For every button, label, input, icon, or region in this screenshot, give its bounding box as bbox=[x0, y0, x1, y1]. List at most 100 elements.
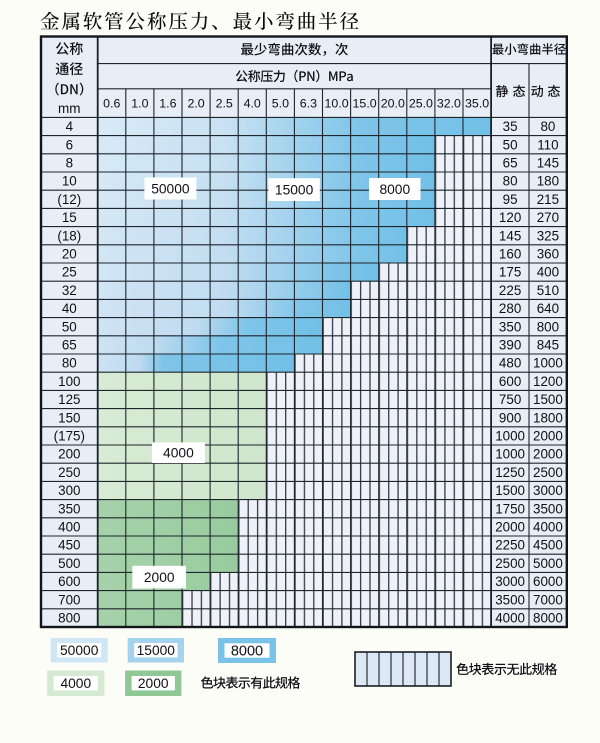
svg-text:20: 20 bbox=[62, 247, 77, 262]
svg-text:325: 325 bbox=[537, 228, 559, 243]
svg-text:4000: 4000 bbox=[60, 676, 91, 691]
svg-text:5000: 5000 bbox=[533, 556, 563, 571]
svg-text:2.5: 2.5 bbox=[216, 97, 233, 111]
svg-text:800: 800 bbox=[58, 611, 80, 626]
svg-text:480: 480 bbox=[499, 356, 521, 371]
svg-text:2000: 2000 bbox=[144, 570, 175, 585]
svg-text:2000: 2000 bbox=[138, 676, 169, 691]
svg-text:4.0: 4.0 bbox=[244, 97, 261, 111]
svg-text:1500: 1500 bbox=[533, 392, 563, 407]
svg-text:50000: 50000 bbox=[60, 643, 99, 658]
svg-text:5.0: 5.0 bbox=[272, 97, 289, 111]
svg-text:1200: 1200 bbox=[533, 374, 563, 389]
svg-text:225: 225 bbox=[499, 283, 521, 298]
svg-text:150: 150 bbox=[58, 410, 80, 425]
svg-text:4000: 4000 bbox=[495, 611, 525, 626]
svg-text:25: 25 bbox=[62, 265, 77, 280]
svg-text:1000: 1000 bbox=[495, 447, 525, 462]
svg-text:700: 700 bbox=[58, 592, 80, 607]
svg-text:1.6: 1.6 bbox=[159, 97, 176, 111]
svg-text:(18): (18) bbox=[57, 228, 81, 243]
svg-text:50: 50 bbox=[62, 319, 77, 334]
svg-text:(12): (12) bbox=[57, 192, 81, 207]
svg-text:300: 300 bbox=[58, 483, 80, 498]
svg-text:2.0: 2.0 bbox=[187, 97, 204, 111]
svg-text:145: 145 bbox=[537, 156, 559, 171]
svg-text:110: 110 bbox=[537, 137, 558, 152]
svg-text:8000: 8000 bbox=[231, 643, 263, 659]
svg-text:50000: 50000 bbox=[151, 181, 190, 196]
svg-text:125: 125 bbox=[58, 392, 80, 407]
svg-text:4000: 4000 bbox=[533, 520, 563, 535]
svg-text:1.0: 1.0 bbox=[131, 97, 148, 111]
svg-text:800: 800 bbox=[537, 319, 559, 334]
svg-text:1800: 1800 bbox=[533, 410, 563, 425]
svg-text:600: 600 bbox=[499, 374, 521, 389]
svg-text:2500: 2500 bbox=[495, 556, 525, 571]
svg-text:15000: 15000 bbox=[137, 643, 176, 658]
svg-text:3000: 3000 bbox=[495, 574, 525, 589]
svg-text:270: 270 bbox=[537, 210, 559, 225]
svg-text:80: 80 bbox=[503, 174, 518, 189]
svg-text:15: 15 bbox=[62, 210, 77, 225]
svg-text:280: 280 bbox=[499, 301, 521, 316]
svg-text:845: 845 bbox=[537, 338, 559, 353]
svg-text:40: 40 bbox=[62, 301, 77, 316]
svg-text:2250: 2250 bbox=[495, 538, 525, 553]
svg-text:10.0: 10.0 bbox=[325, 97, 349, 111]
svg-text:32: 32 bbox=[62, 283, 77, 298]
svg-text:8000: 8000 bbox=[379, 182, 410, 197]
svg-text:4: 4 bbox=[66, 119, 74, 134]
svg-text:2000: 2000 bbox=[533, 447, 563, 462]
svg-text:200: 200 bbox=[58, 447, 80, 462]
svg-text:510: 510 bbox=[537, 283, 559, 298]
svg-text:2000: 2000 bbox=[533, 429, 563, 444]
svg-text:145: 145 bbox=[499, 228, 521, 243]
svg-text:400: 400 bbox=[537, 265, 559, 280]
svg-text:65: 65 bbox=[503, 156, 518, 171]
svg-text:1000: 1000 bbox=[533, 356, 563, 371]
svg-text:1250: 1250 bbox=[495, 465, 525, 480]
svg-text:120: 120 bbox=[499, 210, 521, 225]
svg-text:35.0: 35.0 bbox=[465, 97, 489, 111]
svg-text:400: 400 bbox=[58, 520, 80, 535]
svg-text:20.0: 20.0 bbox=[381, 97, 405, 111]
svg-text:32.0: 32.0 bbox=[437, 97, 461, 111]
svg-text:450: 450 bbox=[58, 538, 80, 553]
svg-text:1750: 1750 bbox=[495, 501, 525, 516]
svg-text:175: 175 bbox=[499, 265, 521, 280]
svg-text:600: 600 bbox=[58, 574, 80, 589]
svg-text:8000: 8000 bbox=[533, 611, 563, 626]
svg-text:1500: 1500 bbox=[495, 483, 525, 498]
svg-text:250: 250 bbox=[58, 465, 80, 480]
svg-text:mm: mm bbox=[58, 101, 81, 116]
svg-text:3500: 3500 bbox=[495, 592, 525, 607]
svg-text:15000: 15000 bbox=[275, 183, 314, 198]
svg-text:2500: 2500 bbox=[533, 465, 563, 480]
svg-text:2000: 2000 bbox=[495, 520, 525, 535]
svg-text:500: 500 bbox=[58, 556, 80, 571]
svg-text:3000: 3000 bbox=[533, 483, 563, 498]
svg-text:6: 6 bbox=[66, 137, 73, 152]
svg-text:100: 100 bbox=[58, 374, 80, 389]
svg-text:4000: 4000 bbox=[163, 446, 194, 461]
svg-text:8: 8 bbox=[66, 156, 73, 171]
svg-text:750: 750 bbox=[499, 392, 521, 407]
svg-text:50: 50 bbox=[503, 137, 518, 152]
svg-text:10: 10 bbox=[62, 174, 77, 189]
svg-text:(175): (175) bbox=[54, 429, 85, 444]
svg-text:900: 900 bbox=[499, 410, 521, 425]
svg-text:3500: 3500 bbox=[533, 501, 563, 516]
svg-text:6.3: 6.3 bbox=[300, 97, 317, 111]
svg-text:215: 215 bbox=[537, 192, 559, 207]
svg-text:15.0: 15.0 bbox=[353, 97, 377, 111]
svg-text:350: 350 bbox=[58, 501, 80, 516]
svg-text:80: 80 bbox=[62, 356, 77, 371]
svg-text:390: 390 bbox=[499, 338, 521, 353]
svg-text:6000: 6000 bbox=[533, 574, 563, 589]
svg-text:640: 640 bbox=[537, 301, 559, 316]
svg-text:95: 95 bbox=[503, 192, 518, 207]
svg-text:35: 35 bbox=[503, 119, 518, 134]
svg-text:7000: 7000 bbox=[533, 592, 563, 607]
svg-text:65: 65 bbox=[62, 338, 77, 353]
